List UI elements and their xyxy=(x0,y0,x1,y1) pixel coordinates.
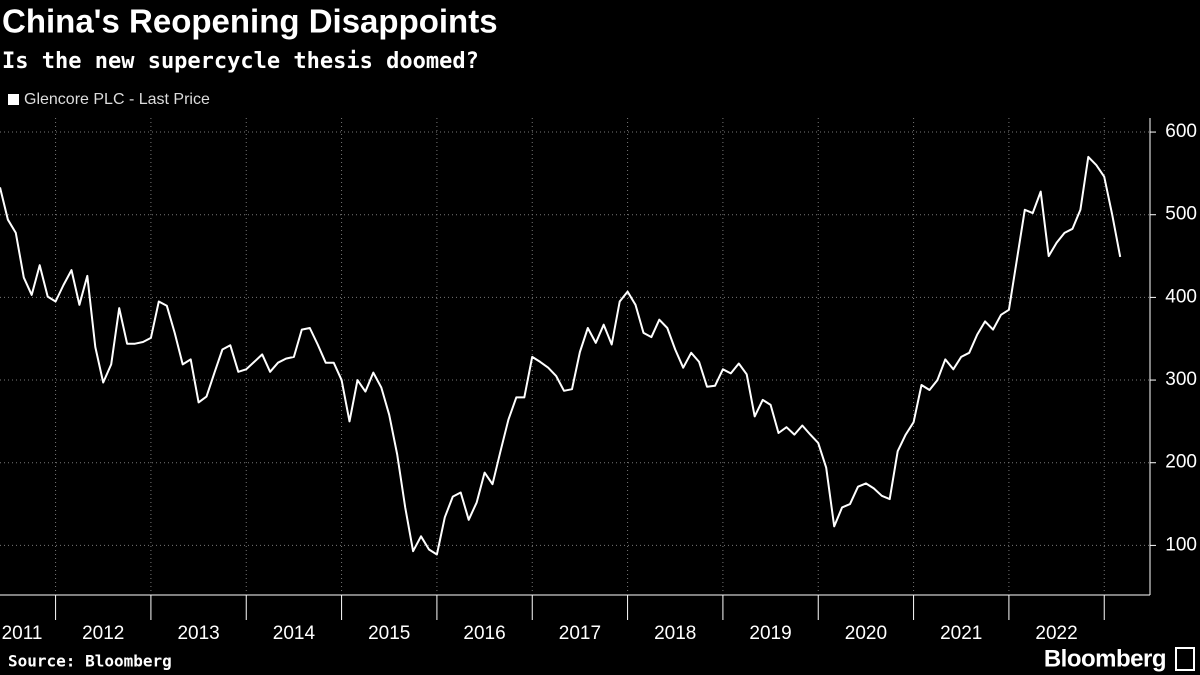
chart-subtitle: Is the new supercycle thesis doomed? xyxy=(2,49,479,74)
logo-icon xyxy=(1175,647,1195,671)
x-tick-label: 2022 xyxy=(1035,623,1077,644)
x-tick-label: 2013 xyxy=(177,623,219,644)
legend-label: Glencore PLC - Last Price xyxy=(24,91,210,108)
chart-title: China's Reopening Disappoints xyxy=(2,3,498,40)
x-tick-label: 2014 xyxy=(273,623,316,644)
x-tick-label: 2021 xyxy=(940,623,982,644)
x-tick-label: 2017 xyxy=(559,623,601,644)
x-tick-label: 2016 xyxy=(463,623,505,644)
line xyxy=(0,155,1122,556)
y-tick-label: 300 xyxy=(1165,369,1197,390)
source: Source: Bloomberg xyxy=(8,652,172,671)
y-tick-label: 600 xyxy=(1165,121,1197,142)
x-tick-label: 2019 xyxy=(749,623,791,644)
x-tick-label: 2020 xyxy=(845,623,887,644)
y-tick-label: 500 xyxy=(1165,204,1197,225)
y-tick-label: 200 xyxy=(1165,452,1197,473)
x-tick-label: 2012 xyxy=(82,623,124,644)
y-tick-label: 100 xyxy=(1165,534,1197,555)
x-tick-label: 2011 xyxy=(2,623,43,644)
legend-swatch xyxy=(8,94,19,105)
y-tick-label: 400 xyxy=(1165,286,1197,307)
x-tick-label: 2018 xyxy=(654,623,696,644)
logo: Bloomberg xyxy=(1044,645,1166,672)
x-tick-label: 2015 xyxy=(368,623,410,644)
